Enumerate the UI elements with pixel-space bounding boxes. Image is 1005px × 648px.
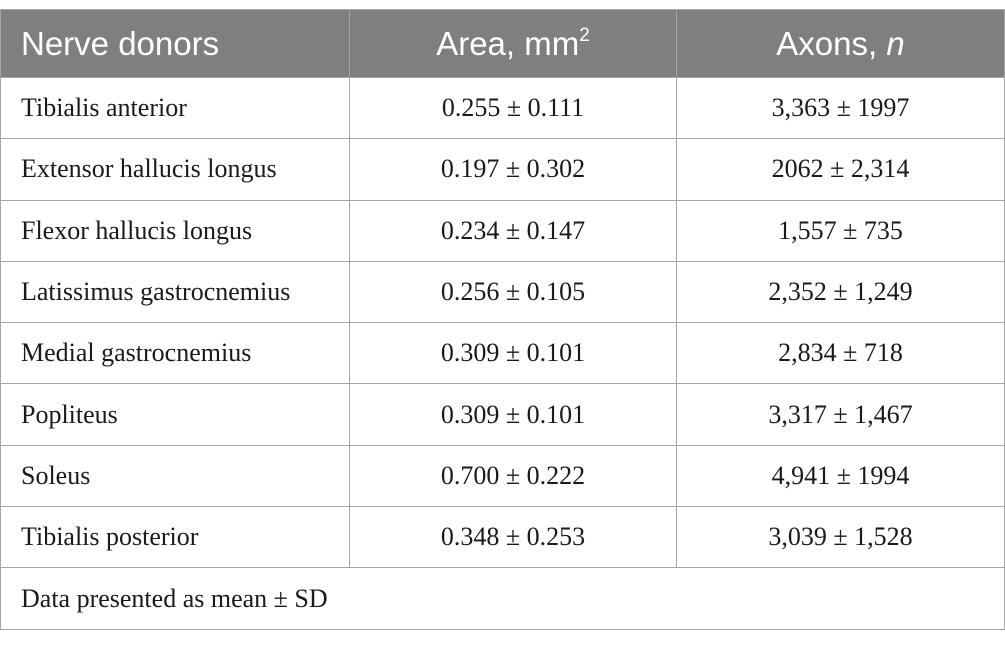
axons-cell: 4,941 ± 1994	[676, 444, 1005, 508]
header-nerve-donors: Nerve donors	[0, 9, 350, 78]
axons-cell: 3,317 ± 1,467	[676, 383, 1005, 446]
table-row: Tibialis anterior 0.255 ± 0.111 3,363 ± …	[0, 76, 1005, 140]
donor-cell: Extensor hallucis longus	[0, 138, 350, 201]
header-row: Nerve donors Area, mm2 Axons, n	[0, 9, 1005, 78]
table-row: Medial gastrocnemius 0.309 ± 0.101 2,834…	[0, 322, 1005, 385]
header-axons-n: n	[886, 24, 905, 62]
donor-cell: Latissimus gastrocnemius	[0, 260, 350, 324]
axons-cell: 3,363 ± 1997	[676, 76, 1005, 140]
table-row: Soleus 0.700 ± 0.222 4,941 ± 1994	[0, 444, 1005, 508]
area-cell: 0.256 ± 0.105	[349, 260, 677, 324]
table-row: Extensor hallucis longus 0.197 ± 0.302 2…	[0, 138, 1005, 201]
area-cell: 0.348 ± 0.253	[349, 506, 677, 569]
axons-cell: 1,557 ± 735	[676, 199, 1005, 262]
axons-cell: 2062 ± 2,314	[676, 138, 1005, 201]
donor-cell: Medial gastrocnemius	[0, 322, 350, 385]
axons-cell: 2,352 ± 1,249	[676, 260, 1005, 324]
donor-cell: Flexor hallucis longus	[0, 199, 350, 262]
header-area: Area, mm2	[349, 9, 677, 78]
area-cell: 0.234 ± 0.147	[349, 199, 677, 262]
header-area-text: Area, mm	[436, 24, 580, 62]
table-row: Popliteus 0.309 ± 0.101 3,317 ± 1,467	[0, 383, 1005, 446]
footnote-row: Data presented as mean ± SD	[0, 567, 1005, 631]
header-area-superscript: 2	[579, 24, 590, 46]
table-row: Tibialis posterior 0.348 ± 0.253 3,039 ±…	[0, 506, 1005, 569]
table-header: Nerve donors Area, mm2 Axons, n	[0, 9, 1005, 78]
nerve-donor-table: Nerve donors Area, mm2 Axons, n Tibialis…	[0, 9, 1005, 631]
header-axons: Axons, n	[676, 9, 1005, 78]
donor-cell: Tibialis posterior	[0, 506, 350, 569]
donor-cell: Popliteus	[0, 383, 350, 446]
table-footnote: Data presented as mean ± SD	[0, 567, 1005, 631]
area-cell: 0.309 ± 0.101	[349, 322, 677, 385]
area-cell: 0.700 ± 0.222	[349, 444, 677, 508]
area-cell: 0.309 ± 0.101	[349, 383, 677, 446]
donor-cell: Tibialis anterior	[0, 76, 350, 140]
donor-cell: Soleus	[0, 444, 350, 508]
axons-cell: 2,834 ± 718	[676, 322, 1005, 385]
header-axons-text: Axons,	[776, 24, 887, 62]
table-row: Latissimus gastrocnemius 0.256 ± 0.105 2…	[0, 260, 1005, 324]
area-cell: 0.255 ± 0.111	[349, 76, 677, 140]
axons-cell: 3,039 ± 1,528	[676, 506, 1005, 569]
area-cell: 0.197 ± 0.302	[349, 138, 677, 201]
table-row: Flexor hallucis longus 0.234 ± 0.147 1,5…	[0, 199, 1005, 262]
table-body: Tibialis anterior 0.255 ± 0.111 3,363 ± …	[0, 76, 1005, 631]
